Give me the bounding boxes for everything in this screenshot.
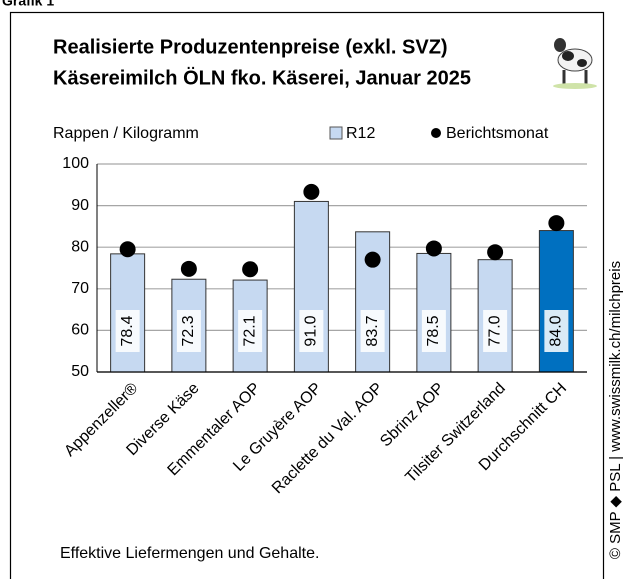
- chart-label: Grafik 1: [2, 0, 54, 9]
- y-tick-label: 60: [71, 322, 89, 339]
- dot: [365, 252, 381, 268]
- y-tick-label: 90: [71, 197, 89, 214]
- dot: [487, 244, 503, 260]
- x-tick-label: Raclette du Val. AOP: [269, 380, 386, 497]
- legend-label: R12: [346, 125, 375, 142]
- dot: [426, 240, 442, 256]
- value-label: 72.1: [241, 315, 258, 346]
- dot: [548, 215, 564, 231]
- footnote: Effektive Liefermengen und Gehalte.: [60, 545, 319, 562]
- y-axis-label: Rappen / Kilogramm: [53, 125, 199, 142]
- y-tick-label: 50: [71, 363, 89, 380]
- chart-title: Realisierte Produzentenpreise (exkl. SVZ…: [53, 36, 448, 58]
- legend-swatch: [431, 128, 441, 138]
- value-label: 83.7: [364, 315, 381, 346]
- legend-swatch: [330, 127, 342, 139]
- chart-subtitle: Käsereimilch ÖLN fko. Käserei, Januar 20…: [53, 66, 471, 89]
- value-label: 78.4: [119, 315, 136, 346]
- value-label: 77.0: [486, 315, 503, 346]
- value-label: 91.0: [303, 315, 320, 346]
- dot: [242, 261, 258, 277]
- value-label: 84.0: [548, 315, 565, 346]
- legend-label: Berichtsmonat: [446, 125, 549, 142]
- dot: [120, 241, 136, 257]
- y-tick-label: 100: [62, 155, 89, 172]
- chart: Grafik 1 Realisierte Produzentenpreise (…: [0, 0, 627, 579]
- value-label: 78.5: [425, 315, 442, 346]
- y-tick-label: 70: [71, 280, 89, 297]
- dot: [181, 261, 197, 277]
- source-note: © SMP ◆ PSL | www.swissmilk.ch/milchprei…: [607, 261, 624, 559]
- value-label: 72.3: [180, 315, 197, 346]
- dot: [303, 184, 319, 200]
- y-tick-label: 80: [71, 238, 89, 255]
- cow-icon: [553, 38, 597, 89]
